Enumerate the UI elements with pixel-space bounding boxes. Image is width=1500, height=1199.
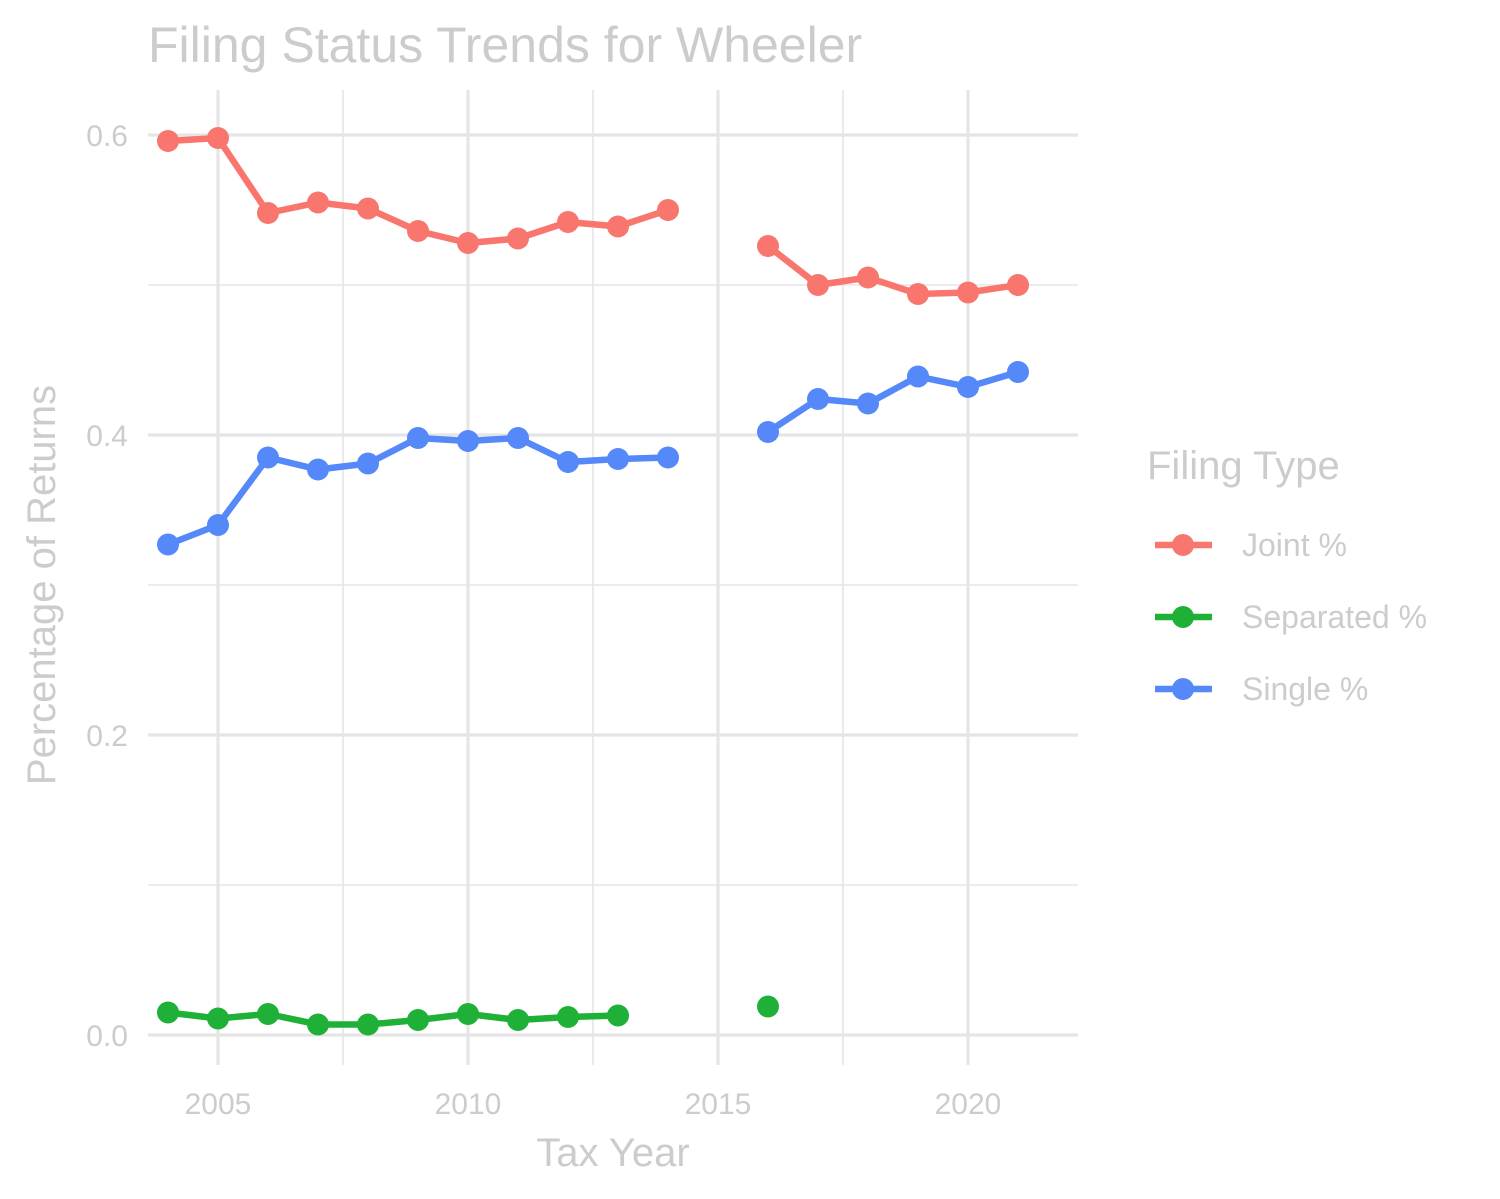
legend-label: Joint % (1242, 527, 1347, 563)
data-point (457, 430, 479, 452)
data-point (957, 281, 979, 304)
data-point (257, 446, 279, 469)
data-point (807, 274, 829, 296)
legend-item: Single % (1155, 671, 1368, 707)
data-point (357, 197, 379, 220)
data-point (857, 392, 879, 415)
data-point (407, 427, 429, 449)
data-point (357, 1013, 379, 1036)
data-point (357, 452, 379, 475)
y-tick-label: 0.2 (86, 720, 128, 753)
series-line (766, 243, 1019, 298)
data-point (807, 388, 829, 410)
x-tick-label: 2005 (185, 1088, 252, 1121)
legend-label: Single % (1242, 671, 1368, 707)
data-point (607, 448, 629, 470)
data-point (557, 211, 579, 233)
data-point (907, 283, 929, 305)
data-point (457, 1003, 479, 1025)
data-point (157, 533, 179, 556)
legend-item: Separated % (1155, 599, 1427, 635)
data-point (1007, 274, 1029, 296)
chart-title: Filing Status Trends for Wheeler (148, 17, 862, 73)
y-axis-title: Percentage of Returns (20, 385, 64, 785)
data-point (157, 130, 179, 152)
legend-label: Separated % (1242, 599, 1427, 635)
data-point (657, 199, 679, 221)
x-tick-label: 2015 (685, 1088, 752, 1121)
series-line (167, 1009, 619, 1028)
series-layer (157, 127, 1029, 1036)
data-point (457, 232, 479, 254)
series-single (157, 361, 1029, 556)
legend-key-point (1172, 534, 1194, 556)
data-point (757, 995, 779, 1018)
data-point (307, 191, 329, 214)
data-point (257, 1003, 279, 1025)
data-point (607, 1004, 629, 1027)
series-separated (157, 995, 779, 1036)
x-tick-label: 2010 (435, 1088, 502, 1121)
data-point (257, 202, 279, 224)
y-tick-label: 0.6 (86, 120, 128, 153)
data-point (857, 266, 879, 289)
data-point (507, 427, 529, 449)
series-joint (157, 127, 1029, 305)
data-point (157, 1001, 179, 1024)
data-point (907, 365, 929, 388)
data-point (407, 220, 429, 242)
legend-key-point (1172, 678, 1194, 700)
data-point (957, 376, 979, 398)
y-tick-label: 0.0 (86, 1020, 128, 1053)
y-tick-label: 0.4 (86, 420, 128, 453)
data-point (557, 1006, 579, 1028)
data-point (757, 235, 779, 257)
data-point (507, 1009, 529, 1031)
data-point (1007, 361, 1029, 383)
data-point (207, 1007, 229, 1030)
legend-title: Filing Type (1147, 444, 1340, 488)
data-point (557, 451, 579, 473)
data-point (607, 215, 629, 238)
legend: Filing Type Joint % Separated % Single % (1147, 444, 1427, 707)
data-point (307, 1013, 329, 1036)
data-point (407, 1009, 429, 1031)
data-point (757, 421, 779, 443)
series-line (766, 368, 1019, 435)
data-point (307, 458, 329, 481)
grid (148, 90, 1078, 1065)
legend-item: Joint % (1155, 527, 1347, 563)
y-axis-ticks: 0.0 0.2 0.4 0.6 (86, 120, 128, 1053)
legend-key-point (1172, 606, 1194, 628)
data-point (657, 446, 679, 469)
x-axis-title: Tax Year (536, 1131, 689, 1175)
x-tick-label: 2020 (935, 1088, 1002, 1121)
data-point (207, 127, 229, 149)
data-point (207, 514, 229, 536)
x-axis-ticks: 2005 2010 2015 2020 (185, 1088, 1002, 1121)
data-point (507, 227, 529, 250)
